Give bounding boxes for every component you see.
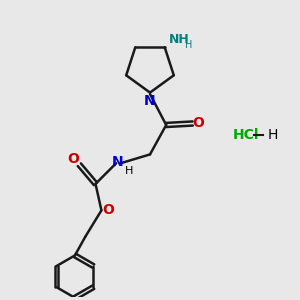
Text: HCl: HCl: [232, 128, 259, 142]
Text: N: N: [144, 94, 156, 108]
Text: O: O: [67, 152, 79, 167]
Text: N: N: [112, 155, 123, 169]
Text: H: H: [185, 40, 193, 50]
Text: O: O: [102, 203, 114, 218]
Text: H: H: [124, 167, 133, 176]
Text: H: H: [268, 128, 278, 142]
Text: NH: NH: [169, 33, 190, 46]
Text: O: O: [193, 116, 205, 130]
